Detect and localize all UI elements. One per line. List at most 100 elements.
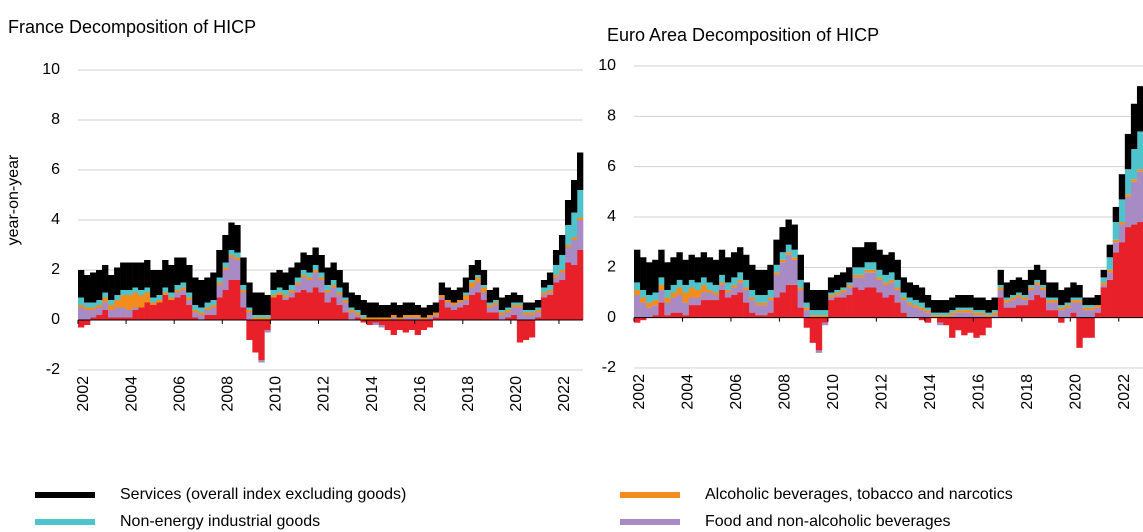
bar-segment	[700, 300, 708, 318]
bar-segment	[258, 315, 265, 318]
bar-segment	[138, 295, 145, 308]
bar-segment	[84, 275, 91, 303]
bar-segment	[420, 317, 427, 320]
bar-segment	[480, 292, 488, 300]
x-tick-label: 2020	[1068, 374, 1085, 410]
bar-segment	[234, 280, 241, 320]
bar-segment	[330, 280, 337, 285]
y-tick-label: 6	[51, 161, 60, 178]
y-tick-label: 2	[607, 259, 616, 276]
bar-segment	[384, 317, 391, 320]
bar-segment	[640, 297, 647, 303]
bar-segment	[688, 254, 695, 280]
bar-segment	[228, 255, 235, 258]
bar-segment	[985, 312, 992, 316]
bar-segment	[1058, 289, 1065, 306]
bar-segment	[516, 302, 524, 305]
y-tick-label: 4	[51, 211, 60, 228]
bar-segment	[246, 310, 253, 313]
bar-segment	[126, 310, 133, 318]
bar-segment	[815, 350, 823, 353]
bar-segment	[120, 295, 127, 308]
bar-segment	[528, 312, 536, 315]
bar-segment	[330, 262, 337, 280]
bar-segment	[300, 290, 307, 320]
bar-segment	[718, 249, 726, 275]
bar-segment	[882, 297, 889, 318]
bar-segment	[827, 300, 835, 318]
bar-segment	[773, 272, 780, 275]
bar-segment	[564, 200, 572, 225]
bar-segment	[78, 297, 85, 305]
bar-segment	[294, 292, 301, 320]
bar-segment	[1039, 269, 1047, 285]
bar-segment	[658, 249, 665, 278]
bar-segment	[634, 289, 641, 296]
bar-segment	[108, 305, 115, 310]
bar-segment	[360, 320, 367, 323]
bar-segment	[1094, 312, 1101, 318]
bar-segment	[126, 262, 133, 290]
bar-segment	[234, 252, 241, 258]
legend-label: Alcoholic beverages, tobacco and narcoti…	[705, 486, 1013, 503]
bar-segment	[1124, 196, 1132, 228]
bar-segment	[96, 315, 103, 320]
bar-segment	[785, 284, 792, 318]
bar-segment	[700, 277, 708, 285]
bar-segment	[282, 300, 289, 320]
bar-segment	[276, 295, 283, 320]
bar-segment	[664, 302, 671, 316]
bar-segment	[198, 280, 205, 308]
bar-segment	[652, 292, 659, 301]
bar-segment	[216, 297, 223, 320]
bar-segment	[84, 307, 91, 310]
bar-segment	[396, 317, 403, 320]
bar-segment	[240, 285, 247, 290]
bar-segment	[1009, 297, 1017, 301]
bar-segment	[138, 290, 145, 295]
bar-segment	[1100, 287, 1107, 318]
bar-segment	[342, 302, 349, 313]
bar-segment	[973, 310, 980, 313]
bar-segment	[706, 257, 714, 283]
bar-segment	[1094, 307, 1101, 313]
bar-segment	[336, 292, 343, 295]
bar-segment	[900, 277, 907, 293]
bar-segment	[712, 292, 720, 296]
y-tick-label: 8	[51, 111, 60, 128]
bar-segment	[815, 315, 823, 318]
bar-segment	[712, 259, 720, 285]
bar-segment	[222, 262, 229, 268]
y-tick-label: 0	[607, 309, 616, 326]
bar-segment	[1015, 295, 1023, 298]
bar-segment	[366, 320, 373, 325]
bar-segment	[324, 285, 331, 290]
bar-segment	[785, 252, 792, 255]
bar-segment	[694, 305, 701, 318]
bar-segment	[480, 287, 488, 293]
bar-segment	[102, 310, 109, 320]
bar-segment	[78, 307, 85, 320]
bar-segment	[773, 274, 780, 298]
bar-segment	[1015, 292, 1023, 296]
bar-segment	[444, 307, 452, 320]
bar-segment	[108, 275, 115, 300]
bar-segment	[876, 249, 883, 270]
bar-segment	[785, 254, 792, 285]
bar-segment	[78, 305, 85, 308]
bar-segment	[791, 259, 798, 285]
x-tick-label: 2022	[1116, 374, 1133, 410]
bar-segment	[1064, 302, 1071, 306]
bar-segment	[658, 302, 665, 318]
bar-segment	[444, 300, 452, 303]
bar-segment	[552, 277, 560, 283]
bar-segment	[767, 264, 774, 290]
bar-segment	[1003, 302, 1010, 308]
bar-segment	[414, 320, 421, 335]
bar-segment	[558, 272, 566, 280]
bar-segment	[132, 310, 139, 320]
bar-segment	[682, 284, 689, 293]
bar-segment	[426, 305, 434, 315]
bar-segment	[682, 315, 689, 318]
bar-segment	[803, 310, 811, 318]
